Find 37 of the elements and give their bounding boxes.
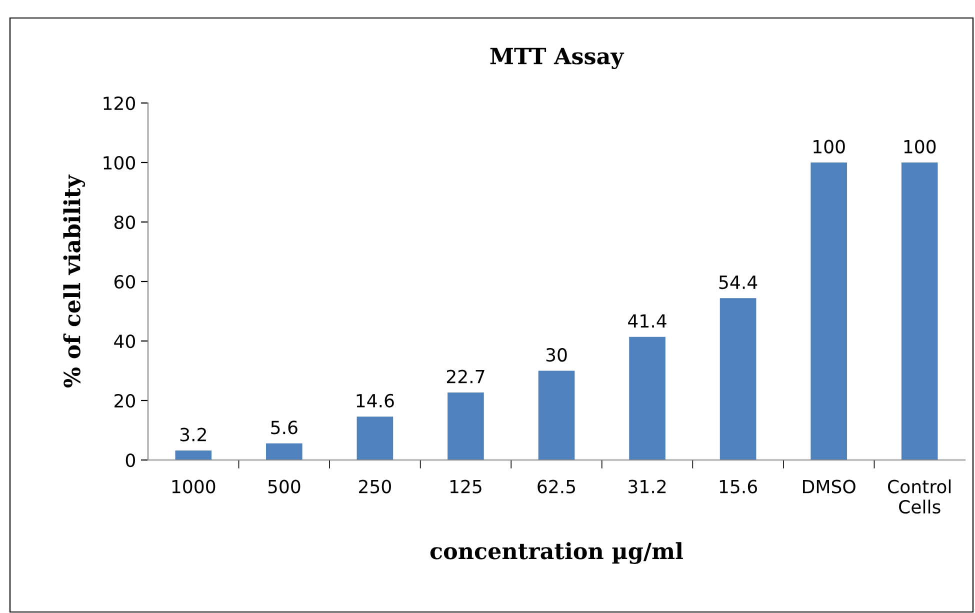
- data-label: 22.7: [446, 370, 484, 384]
- bar: [266, 443, 302, 460]
- x-tick-label: 31.2: [628, 480, 666, 494]
- bar: [538, 370, 575, 460]
- data-label: 54.4: [719, 276, 758, 290]
- data-label: 3.2: [180, 428, 206, 442]
- y-tick-label: 120: [104, 96, 135, 110]
- x-tick-label: 250: [359, 480, 391, 494]
- data-label: 5.6: [271, 420, 298, 434]
- bar: [356, 416, 394, 460]
- y-tick-label: 80: [114, 215, 135, 230]
- data-label: 41.4: [628, 314, 666, 328]
- data-label: 14.6: [356, 394, 394, 408]
- bar: [901, 162, 938, 460]
- x-tick-label: 125: [450, 480, 482, 494]
- data-label: 100: [814, 140, 845, 154]
- y-tick-label: 60: [114, 274, 135, 289]
- bar: [448, 392, 484, 460]
- x-axis-title: concentration µg/ml: [430, 542, 683, 564]
- y-tick-label: 0: [126, 453, 135, 468]
- x-tick-label: Control Cells: [888, 479, 951, 514]
- data-label: 100: [904, 140, 936, 154]
- y-tick-label: 20: [114, 394, 135, 408]
- y-tick-label: 40: [114, 334, 135, 348]
- bar: [175, 450, 212, 460]
- x-tick-label: 500: [268, 480, 300, 494]
- y-axis-title: % of cell viability: [63, 174, 86, 388]
- x-tick-label: 1000: [172, 480, 216, 494]
- chart-title: MTT Assay: [490, 48, 624, 70]
- bar: [810, 162, 847, 460]
- x-tick-label: 15.6: [720, 480, 758, 494]
- bar: [720, 298, 756, 460]
- bar: [629, 336, 666, 460]
- data-label: 30: [546, 348, 567, 362]
- x-tick-label: 62.5: [538, 480, 576, 494]
- x-tick-label: DMSO: [803, 480, 856, 494]
- y-tick-label: 100: [104, 156, 135, 170]
